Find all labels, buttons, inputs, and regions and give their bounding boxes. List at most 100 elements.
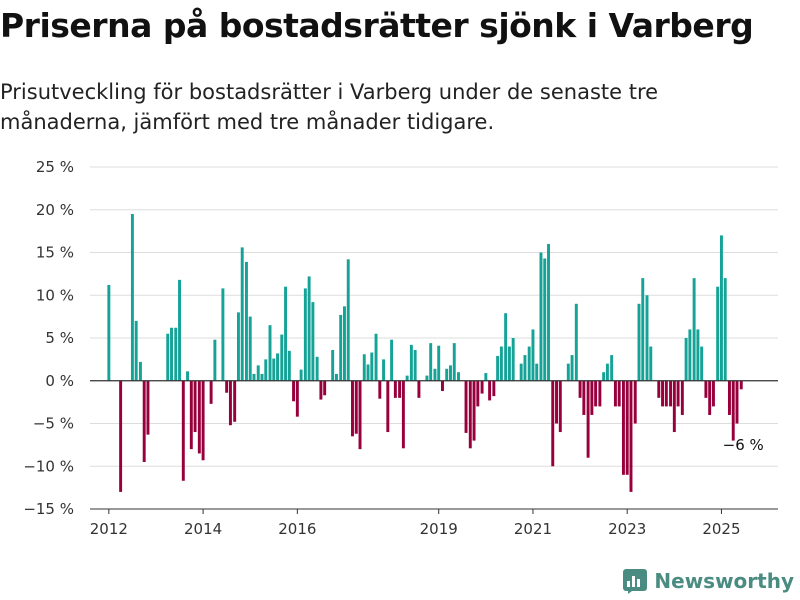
bar xyxy=(405,375,409,381)
bar xyxy=(311,302,315,381)
bar xyxy=(429,343,433,381)
bar xyxy=(641,278,645,381)
bar xyxy=(543,258,547,381)
bar xyxy=(233,380,237,422)
bar xyxy=(170,327,173,381)
bar xyxy=(362,354,366,381)
bar xyxy=(704,380,708,398)
bar xyxy=(331,349,335,381)
bar xyxy=(558,380,562,433)
bar xyxy=(197,380,201,454)
x-tick-label: 2023 xyxy=(608,520,646,538)
bar xyxy=(441,380,444,392)
bar xyxy=(354,380,358,434)
bar xyxy=(696,329,700,381)
bar xyxy=(590,380,594,415)
bar xyxy=(464,380,468,433)
x-tick-label: 2014 xyxy=(184,520,222,538)
bar xyxy=(523,355,527,381)
x-tick-label: 2016 xyxy=(278,520,316,538)
bar xyxy=(680,380,684,415)
bar xyxy=(519,363,523,381)
bar xyxy=(484,373,488,381)
chart-subtitle: Prisutveckling för bostadsrätter i Varbe… xyxy=(0,80,659,134)
bar xyxy=(119,380,123,492)
bar xyxy=(547,243,550,381)
bar xyxy=(700,346,704,381)
bar xyxy=(256,365,260,381)
bar xyxy=(134,320,138,381)
y-tick-label: 10 % xyxy=(36,286,74,304)
bar xyxy=(319,380,323,400)
bar xyxy=(225,380,229,393)
bar xyxy=(664,380,668,407)
bar xyxy=(303,288,307,381)
x-tick-label: 2025 xyxy=(702,520,740,538)
bars xyxy=(107,214,743,492)
bar xyxy=(201,380,205,461)
bar xyxy=(527,346,531,381)
bar xyxy=(605,363,609,381)
bar xyxy=(645,295,649,381)
bar xyxy=(457,372,460,381)
bar xyxy=(727,380,731,415)
bar xyxy=(413,349,417,381)
bar xyxy=(299,369,303,381)
bar xyxy=(382,359,386,381)
bar xyxy=(236,312,240,381)
bar xyxy=(189,380,193,450)
bar xyxy=(637,303,641,381)
bar xyxy=(708,380,712,415)
bar xyxy=(138,361,142,381)
bar xyxy=(602,372,606,381)
x-axis: 2012 2014 2016 2019 2021 2023 2025 xyxy=(90,508,778,538)
bar xyxy=(339,314,343,381)
bar xyxy=(739,380,743,390)
bar xyxy=(476,380,480,407)
bar xyxy=(292,380,296,402)
bar xyxy=(323,380,327,396)
gridlines xyxy=(90,166,778,510)
bar xyxy=(393,380,397,398)
y-tick-label: 20 % xyxy=(36,201,74,219)
bar xyxy=(228,380,232,426)
bar xyxy=(193,380,197,433)
bar xyxy=(284,286,288,381)
x-tick-label: 2019 xyxy=(420,520,458,538)
y-tick-label: −10 % xyxy=(23,457,74,475)
bar xyxy=(539,252,543,381)
bar xyxy=(657,380,661,398)
bar xyxy=(209,380,213,404)
y-tick-label: −15 % xyxy=(23,500,74,518)
bar xyxy=(240,247,244,381)
bar xyxy=(374,333,378,381)
bar xyxy=(280,334,284,381)
y-tick-label: 25 % xyxy=(36,158,74,176)
bar xyxy=(287,350,291,381)
bar xyxy=(307,276,311,381)
bar xyxy=(578,380,582,398)
bar-chart: 2012 2014 2016 2019 2021 2023 2025 −15 %−10 %−… xyxy=(23,158,778,538)
bar xyxy=(276,353,280,381)
bar xyxy=(366,364,370,381)
y-tick-label: 15 % xyxy=(36,244,74,262)
bar xyxy=(617,380,621,407)
bar xyxy=(551,380,555,467)
bar xyxy=(676,380,680,407)
newsworthy-brand: Newsworthy xyxy=(622,568,794,594)
bar xyxy=(692,278,696,381)
bar xyxy=(178,279,181,381)
bar xyxy=(401,380,405,449)
x-tick-label: 2012 xyxy=(90,520,128,538)
bar xyxy=(610,355,614,381)
bar xyxy=(437,345,441,381)
bar xyxy=(445,368,449,381)
bar xyxy=(390,339,394,381)
bar xyxy=(625,380,629,475)
bar xyxy=(315,356,319,381)
bar xyxy=(723,278,727,381)
bar xyxy=(535,363,539,381)
bar xyxy=(669,380,673,407)
bar xyxy=(594,380,598,407)
bar xyxy=(252,373,256,381)
